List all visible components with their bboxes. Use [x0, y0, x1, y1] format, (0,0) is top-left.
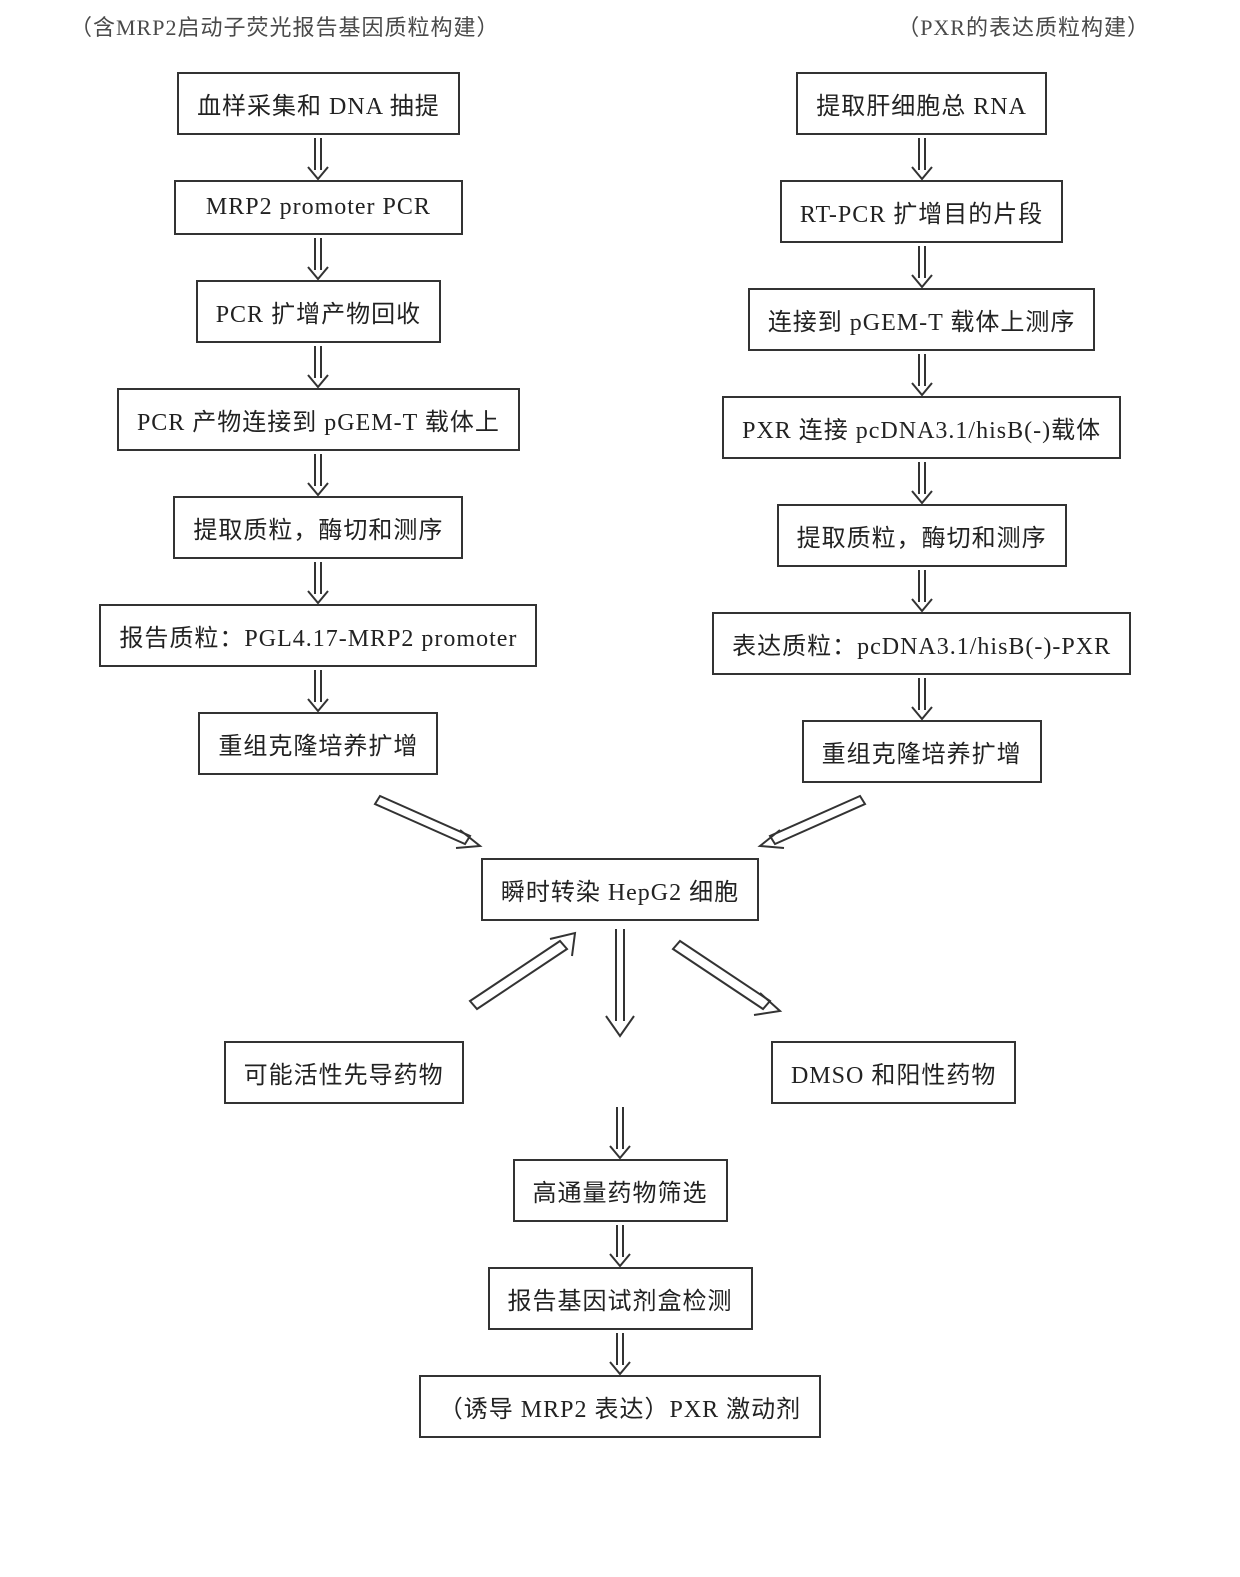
arrow-icon	[306, 451, 330, 496]
header-left: （含MRP2启动子荧光报告基因质粒构建）	[70, 10, 499, 42]
right-step-5: 表达质粒：pcDNA3.1/hisB(-)-PXR	[712, 612, 1131, 675]
arrow-icon	[306, 559, 330, 604]
right-step-2: 连接到 pGEM-T 载体上测序	[748, 288, 1096, 351]
diverge-arrows	[10, 921, 1230, 1041]
left-step-4: 提取质粒，酶切和测序	[173, 496, 463, 559]
arrow-icon	[910, 135, 934, 180]
arrow-icon	[608, 1330, 632, 1375]
right-column: 提取肝细胞总 RNA RT-PCR 扩增目的片段 连接到 pGEM-T 载体上测…	[643, 72, 1200, 783]
arrow-icon	[306, 235, 330, 280]
arrow-icon	[910, 459, 934, 504]
merge-step: 瞬时转染 HepG2 细胞	[481, 858, 759, 921]
arrow-icon	[306, 667, 330, 712]
header-right: （PXR的表达质粒构建）	[897, 10, 1150, 42]
arrow-icon	[306, 135, 330, 180]
left-step-3: PCR 产物连接到 pGEM-T 载体上	[117, 388, 520, 451]
right-step-3: PXR 连接 pcDNA3.1/hisB(-)载体	[722, 396, 1121, 459]
arrow-icon	[910, 567, 934, 612]
right-step-1: RT-PCR 扩增目的片段	[780, 180, 1063, 243]
arrow-icon	[608, 1222, 632, 1267]
arrow-icon	[910, 351, 934, 396]
left-step-1: MRP2 promoter PCR	[174, 180, 463, 235]
arrow-icon	[306, 343, 330, 388]
left-step-6: 重组克隆培养扩增	[198, 712, 438, 775]
final-step-0: 高通量药物筛选	[513, 1159, 728, 1222]
left-step-5: 报告质粒：PGL4.17-MRP2 promoter	[99, 604, 537, 667]
left-step-2: PCR 扩增产物回收	[196, 280, 441, 343]
right-step-0: 提取肝细胞总 RNA	[796, 72, 1047, 135]
merge-arrows	[10, 788, 1230, 858]
left-step-0: 血样采集和 DNA 抽提	[177, 72, 460, 135]
left-column: 血样采集和 DNA 抽提 MRP2 promoter PCR PCR 扩增产物回…	[40, 72, 597, 783]
arrow-icon	[910, 675, 934, 720]
final-step-1: 报告基因试剂盒检测	[488, 1267, 753, 1330]
right-step-4: 提取质粒，酶切和测序	[777, 504, 1067, 567]
branch-left: 可能活性先导药物	[224, 1041, 464, 1104]
final-step-2: （诱导 MRP2 表达）PXR 激动剂	[419, 1375, 821, 1438]
right-step-6: 重组克隆培养扩增	[802, 720, 1042, 783]
branch-right: DMSO 和阳性药物	[771, 1041, 1016, 1104]
arrow-icon	[608, 1104, 632, 1159]
arrow-icon	[910, 243, 934, 288]
